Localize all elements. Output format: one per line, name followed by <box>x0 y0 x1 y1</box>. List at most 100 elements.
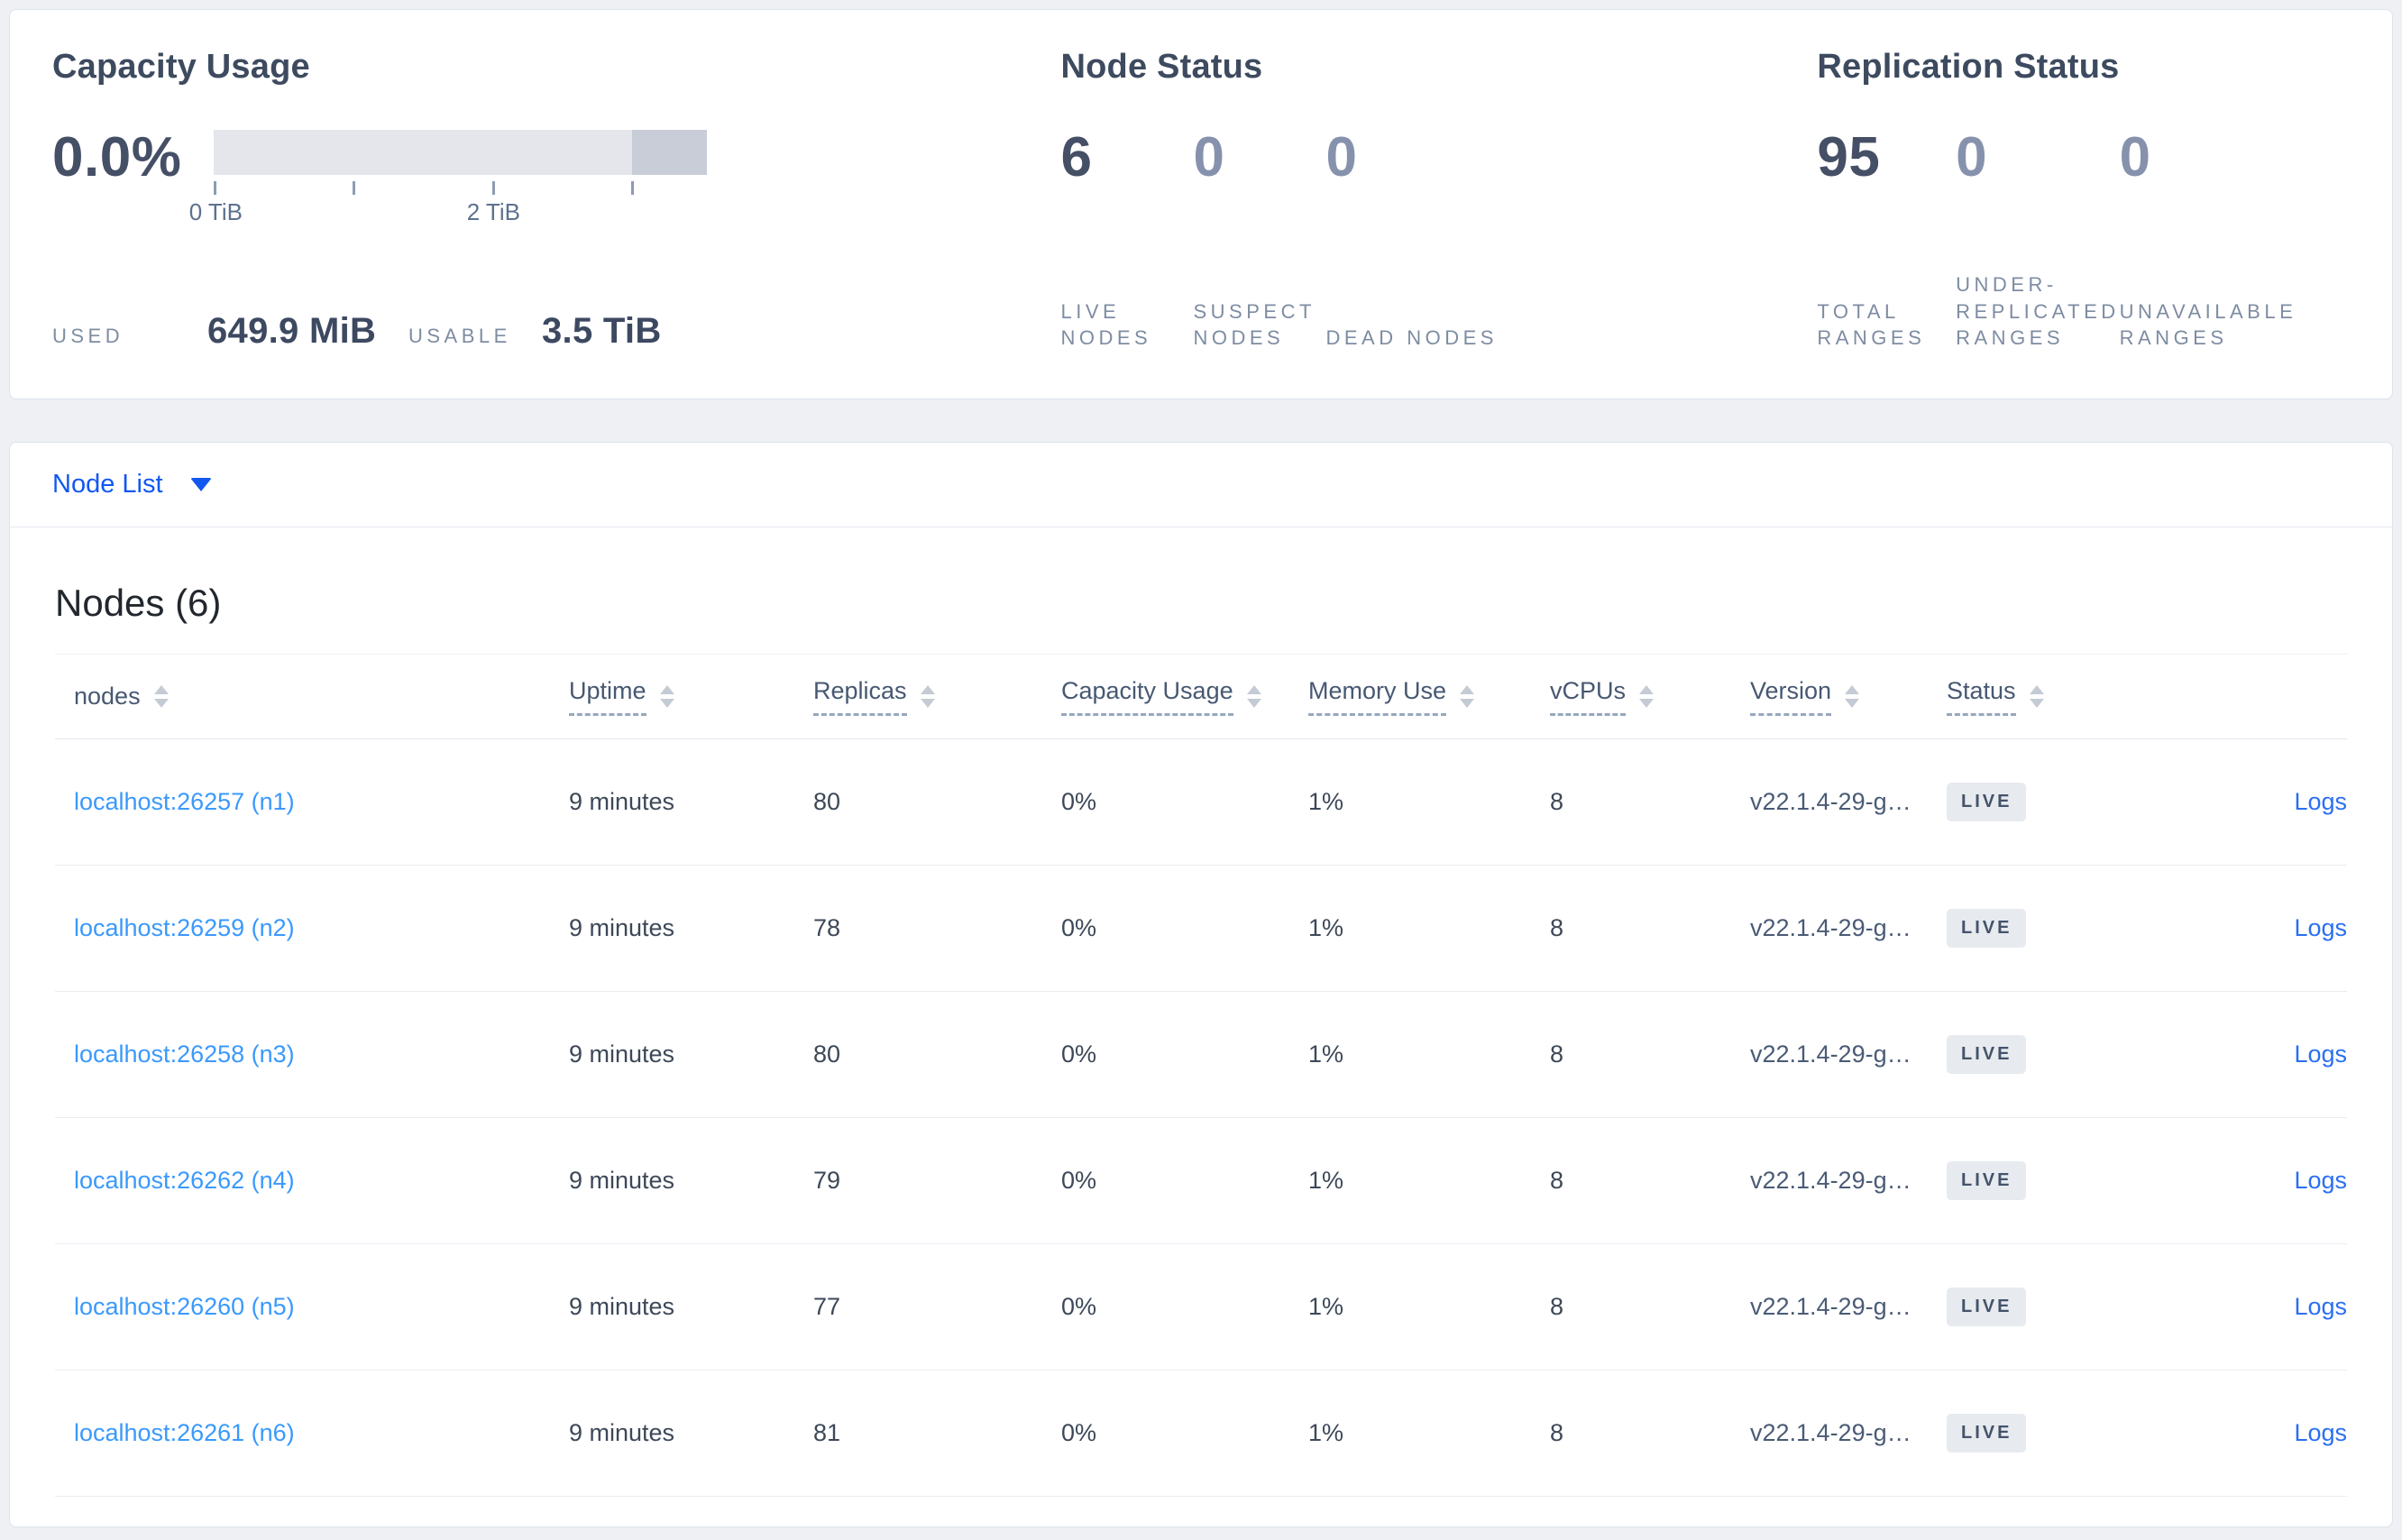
memory-use-cell: 1% <box>1308 1419 1344 1446</box>
suspect-nodes-value: 0 <box>1193 126 1225 188</box>
node-list-dropdown-label: Node List <box>52 470 163 499</box>
vcpus-cell: 8 <box>1550 788 1564 815</box>
vcpus-cell: 8 <box>1550 1167 1564 1194</box>
status-cell: LIVE <box>1947 909 2156 948</box>
under-replicated-ranges-value: 0 <box>1956 126 1988 188</box>
sort-arrows-icon <box>153 685 169 708</box>
version-cell: v22.1.4-29-g… <box>1750 914 1912 941</box>
vcpus-cell: 8 <box>1550 1419 1564 1446</box>
column-header-label: vCPUs <box>1550 677 1627 716</box>
logs-link[interactable]: Logs <box>2294 914 2347 941</box>
column-header-uptime[interactable]: Uptime <box>569 677 813 716</box>
node-list-dropdown[interactable]: Node List <box>52 470 212 500</box>
column-header-label: Status <box>1947 677 2016 716</box>
sort-arrows-icon <box>1639 685 1655 708</box>
node-address-link: localhost:26262 (n4) <box>55 1167 569 1195</box>
dead-nodes-value: 0 <box>1325 126 1358 188</box>
capacity-percent-value: 0.0% <box>52 126 182 188</box>
column-header-capacity-usage[interactable]: Capacity Usage <box>1061 677 1308 716</box>
status-badge: LIVE <box>1947 1161 2027 1200</box>
capacity-bar <box>214 130 708 175</box>
table-row: localhost:26259 (n2) 9 minutes 78 0% 1% 8 v22.… <box>55 866 2347 992</box>
table-row: localhost:26258 (n3) 9 minutes 80 0% 1% 8 v22.… <box>55 992 2347 1118</box>
logs-cell: Logs <box>2156 788 2347 816</box>
capacity-bar-used-segment <box>632 130 708 175</box>
logs-link[interactable]: Logs <box>2294 1040 2347 1068</box>
live-nodes-label: LIVE NODES <box>1060 299 1152 350</box>
column-header-label: Memory Use <box>1308 677 1447 716</box>
status-cell: LIVE <box>1947 783 2156 821</box>
suspect-nodes-stat: 0 SUSPECT NODES <box>1193 128 1325 352</box>
capacity-bar-chart: 0 TiB 2 TiB <box>189 130 708 225</box>
node-address-link[interactable]: localhost:26260 (n5) <box>74 1293 295 1320</box>
memory-use-cell: 1% <box>1308 788 1344 815</box>
node-address-link[interactable]: localhost:26262 (n4) <box>74 1167 295 1194</box>
under-replicated-ranges-stat: 0 UNDER-REPLICATED RANGES <box>1956 128 2120 352</box>
live-nodes-stat: 6 LIVE NODES <box>1060 128 1193 352</box>
replicas-cell: 81 <box>813 1419 841 1446</box>
node-address-link[interactable]: localhost:26259 (n2) <box>74 914 295 941</box>
capacity-usage-cell: 0% <box>1061 1167 1097 1194</box>
dead-nodes-stat: 0 DEAD NODES <box>1325 128 1497 352</box>
replicas-cell: 80 <box>813 1040 841 1068</box>
usable-value: 3.5 TiB <box>542 311 662 351</box>
used-label: USED <box>52 325 124 347</box>
logs-link[interactable]: Logs <box>2294 1293 2347 1320</box>
tick-label-0: 0 TiB <box>188 198 243 225</box>
status-cell: LIVE <box>1947 1288 2156 1326</box>
node-status-title: Node Status <box>1060 48 1263 86</box>
logs-cell: Logs <box>2156 1293 2347 1321</box>
column-header-replicas[interactable]: Replicas <box>813 677 1061 716</box>
nodes-table-header: nodes Uptime Replicas Capacity Usage Memory … <box>55 654 2347 739</box>
column-header-version[interactable]: Version <box>1750 677 1947 716</box>
table-row: localhost:26262 (n4) 9 minutes 79 0% 1% 8 v22.… <box>55 1118 2347 1244</box>
status-cell: LIVE <box>1947 1035 2156 1074</box>
logs-link[interactable]: Logs <box>2294 1167 2347 1194</box>
uptime-cell: 9 minutes <box>569 1040 675 1068</box>
cluster-summary-card: Capacity Usage 0.0% 0 TiB 2 TiB <box>9 9 2393 399</box>
uptime-cell: 9 minutes <box>569 788 675 815</box>
tick-label-2: 2 TiB <box>466 198 520 225</box>
uptime-cell: 9 minutes <box>569 1167 675 1194</box>
chevron-down-icon <box>189 478 212 491</box>
column-header-label: Version <box>1750 677 1832 716</box>
logs-cell: Logs <box>2156 1419 2347 1447</box>
replicas-cell: 78 <box>813 914 841 941</box>
node-address-link: localhost:26259 (n2) <box>55 914 569 942</box>
suspect-nodes-label: SUSPECT NODES <box>1193 299 1316 350</box>
node-status-panel: Node Status 6 LIVE NODES 0 SUSPECT NODES… <box>1060 48 1817 352</box>
logs-link[interactable]: Logs <box>2294 788 2347 815</box>
nodes-table-body: localhost:26257 (n1) 9 minutes 80 0% 1% 8 v22.… <box>55 739 2347 1497</box>
table-row: localhost:26260 (n5) 9 minutes 77 0% 1% 8 v22.… <box>55 1244 2347 1370</box>
node-address-link[interactable]: localhost:26261 (n6) <box>74 1419 295 1446</box>
node-address-link[interactable]: localhost:26258 (n3) <box>74 1040 295 1068</box>
under-replicated-ranges-label: UNDER-REPLICATED RANGES <box>1956 272 2120 350</box>
node-address-link: localhost:26260 (n5) <box>55 1293 569 1321</box>
version-cell: v22.1.4-29-g… <box>1750 1167 1912 1194</box>
memory-use-cell: 1% <box>1308 1167 1344 1194</box>
nodes-table-card: Nodes (6) nodes Uptime Replicas Capacity Us… <box>9 527 2393 1527</box>
status-badge: LIVE <box>1947 783 2027 821</box>
view-selector-bar: Node List <box>9 442 2393 527</box>
version-cell: v22.1.4-29-g… <box>1750 1419 1912 1446</box>
column-header-status[interactable]: Status <box>1947 677 2156 716</box>
column-header-memory-use[interactable]: Memory Use <box>1308 677 1550 716</box>
capacity-usage-cell: 0% <box>1061 1419 1097 1446</box>
unavailable-ranges-value: 0 <box>2119 126 2151 188</box>
node-address-link[interactable]: localhost:26257 (n1) <box>74 788 295 815</box>
logs-link[interactable]: Logs <box>2294 1419 2347 1446</box>
capacity-usage-cell: 0% <box>1061 1293 1097 1320</box>
replication-status-title: Replication Status <box>1817 48 2120 86</box>
total-ranges-stat: 95 TOTAL RANGES <box>1817 128 1956 352</box>
column-header-vcpus[interactable]: vCPUs <box>1550 677 1750 716</box>
dead-nodes-label: DEAD NODES <box>1325 326 1498 350</box>
vcpus-cell: 8 <box>1550 914 1564 941</box>
capacity-usage-cell: 0% <box>1061 788 1097 815</box>
column-header-nodes[interactable]: nodes <box>55 683 569 710</box>
table-row: localhost:26261 (n6) 9 minutes 81 0% 1% 8 v22.… <box>55 1370 2347 1497</box>
capacity-usage-cell: 0% <box>1061 914 1097 941</box>
nodes-table-title: Nodes (6) <box>55 582 222 624</box>
memory-use-cell: 1% <box>1308 1293 1344 1320</box>
replication-status-panel: Replication Status 95 TOTAL RANGES 0 UND… <box>1817 48 2350 352</box>
logs-cell: Logs <box>2156 1167 2347 1195</box>
